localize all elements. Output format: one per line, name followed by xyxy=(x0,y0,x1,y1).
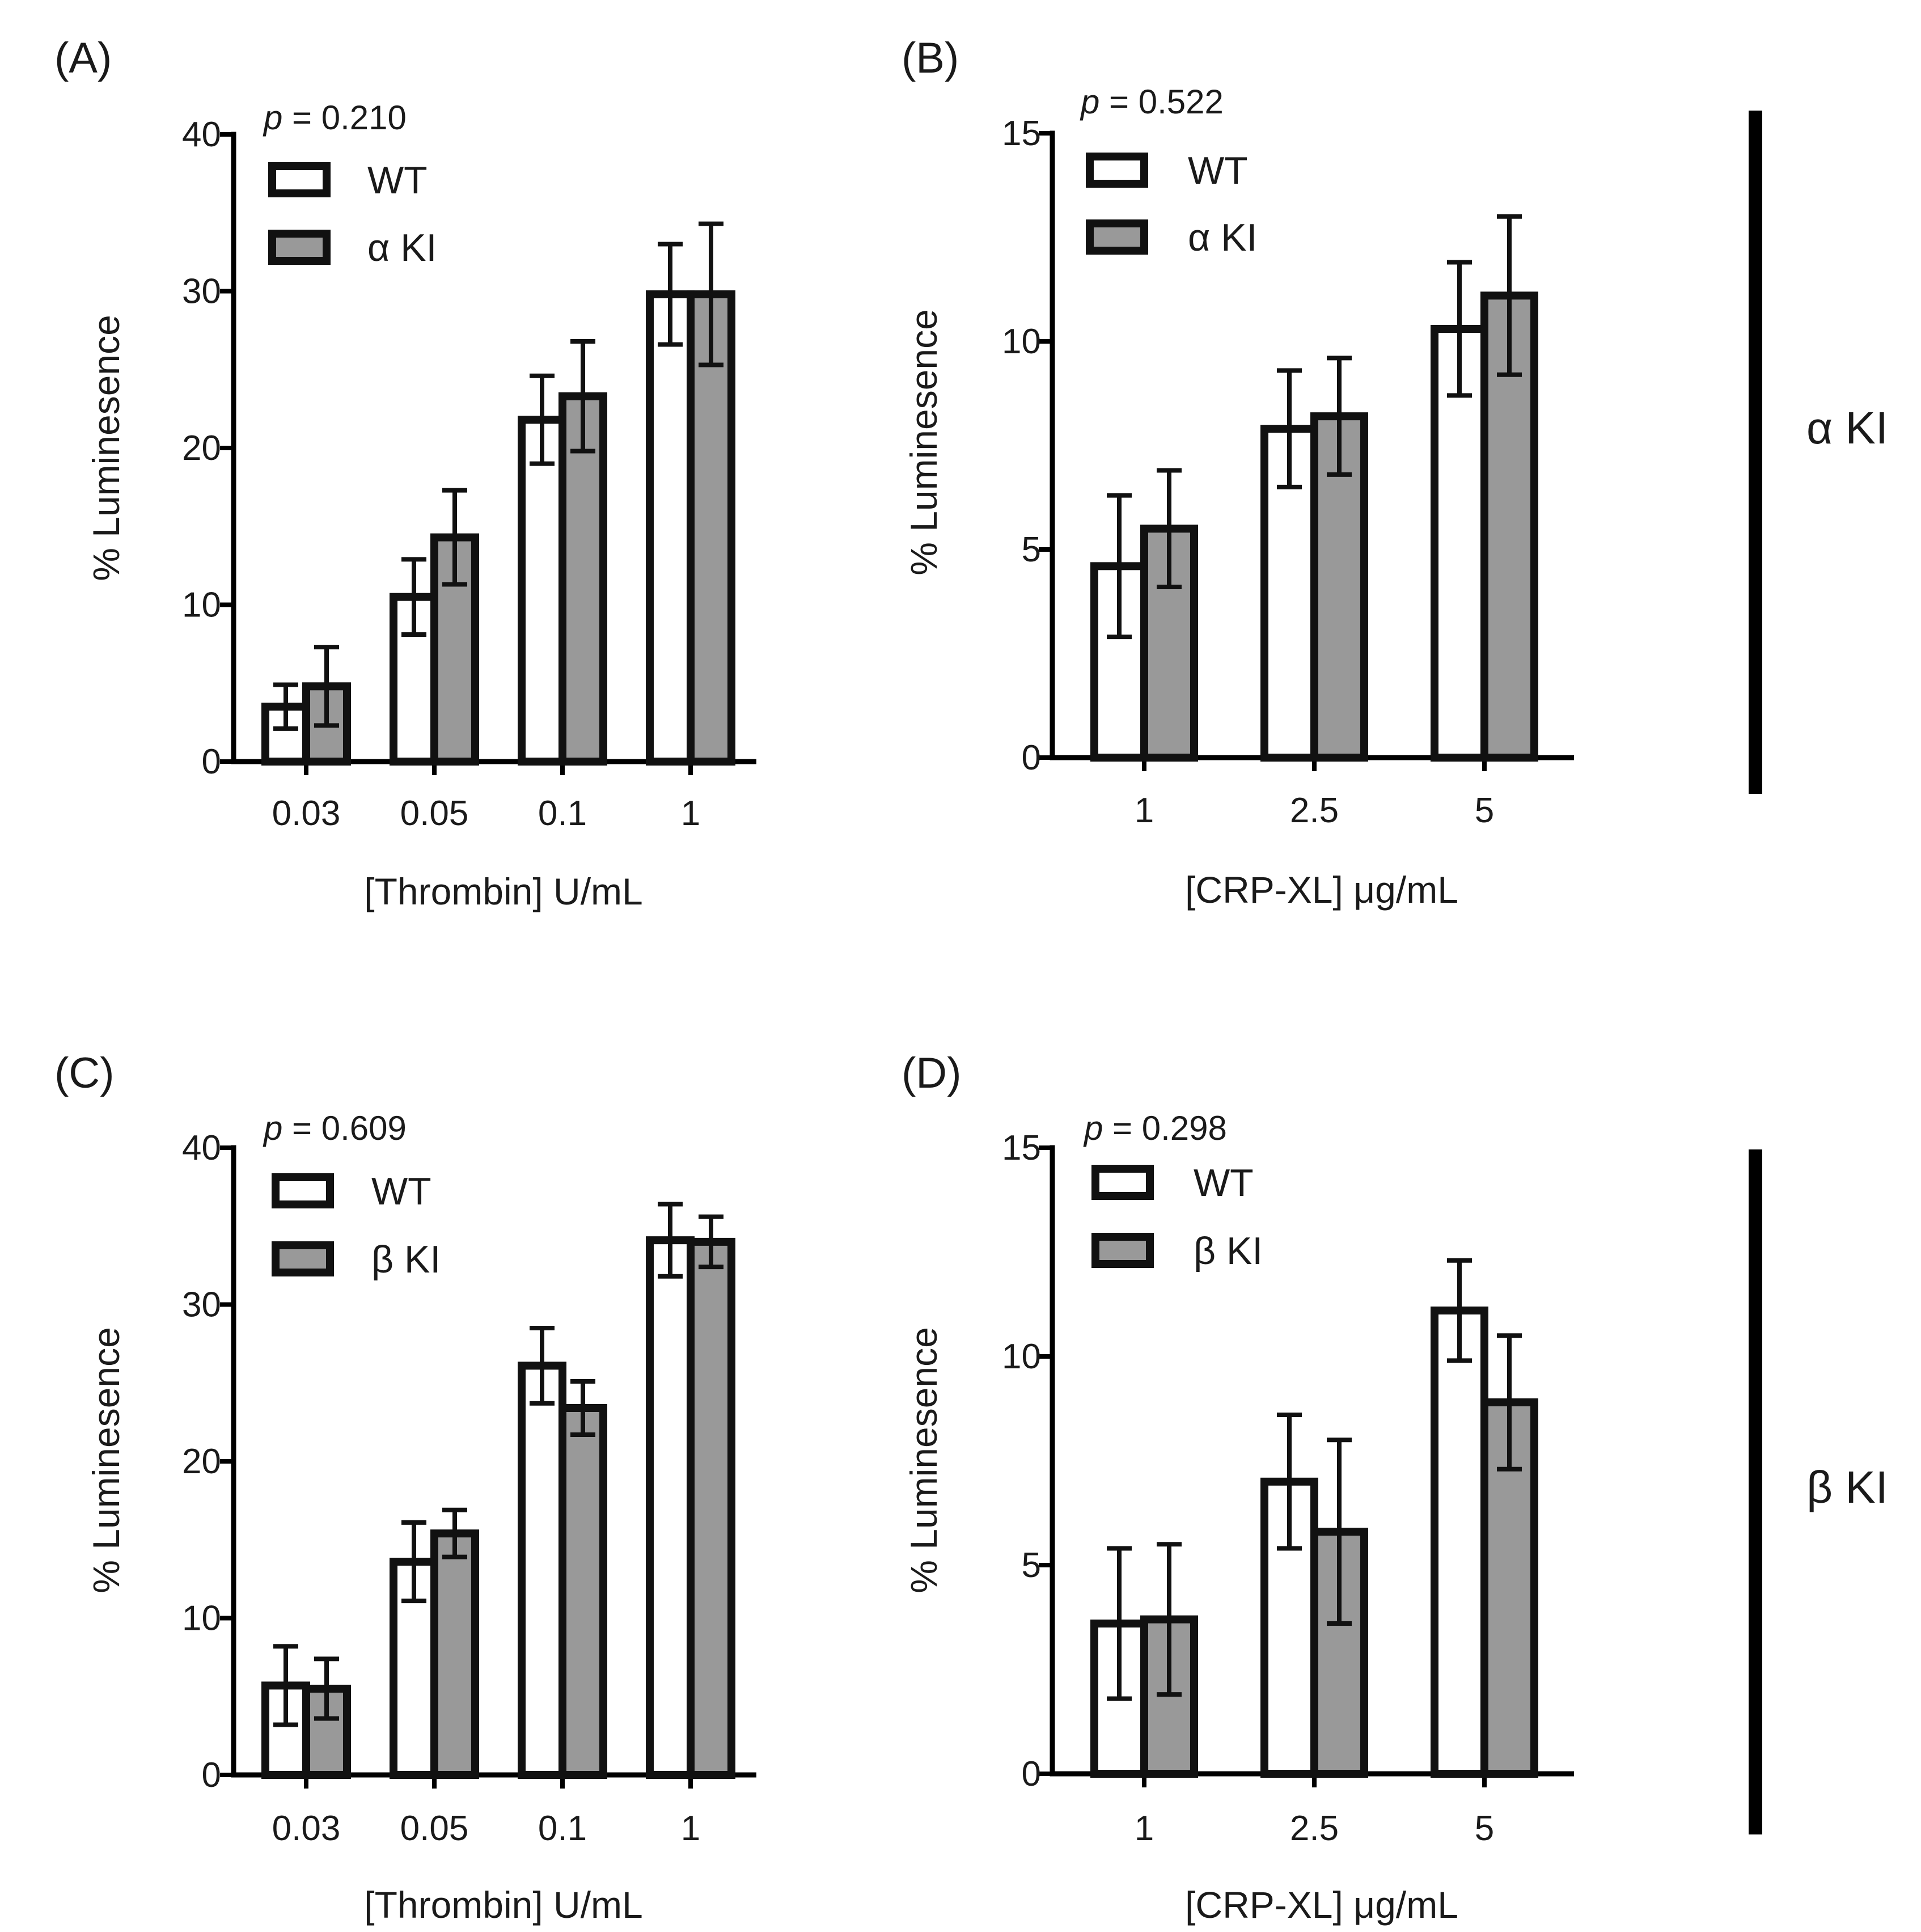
p-value-number: = 0.298 xyxy=(1103,1109,1227,1147)
y-tick-label: 10 xyxy=(182,1599,221,1638)
p-value-number: = 0.522 xyxy=(1099,83,1224,121)
x-tick-label: 0.03 xyxy=(272,794,341,833)
x-tick-label: 0.1 xyxy=(538,1809,587,1848)
x-tick-label: 0.05 xyxy=(400,794,469,833)
side-label-beta: β KI xyxy=(1806,1462,1888,1512)
y-tick-label: 5 xyxy=(1022,530,1041,569)
legend-label: WT xyxy=(367,159,428,202)
y-tick-label: 0 xyxy=(202,742,221,781)
legend-swatch-ki xyxy=(272,1241,334,1276)
x-axis-title: [CRP-XL] μg/mL xyxy=(1185,869,1458,911)
legend-swatch-wt xyxy=(1086,153,1148,188)
panel-label: (B) xyxy=(902,34,959,82)
y-tick-label: 0 xyxy=(1022,1755,1041,1794)
x-tick-label: 0.1 xyxy=(538,794,587,833)
y-tick-label: 40 xyxy=(182,1128,221,1168)
panel-label: (A) xyxy=(54,34,112,82)
x-tick-label: 1 xyxy=(1135,1809,1154,1848)
panel-d: (D) 0 5 10 15 % Luminesence 1 2.5 5 [CRP-XL] μg/m… xyxy=(902,1049,1574,1926)
p-value-symbol: p xyxy=(263,1109,282,1147)
bar-ki xyxy=(558,392,607,766)
side-label-alpha: α KI xyxy=(1806,403,1888,453)
panel-label: (D) xyxy=(902,1049,962,1097)
x-tick-label: 1 xyxy=(1135,791,1154,830)
group-bracket-alpha xyxy=(1749,111,1762,794)
y-tick-label: 20 xyxy=(182,429,221,468)
bar-ki xyxy=(1480,291,1538,762)
legend-label: α KI xyxy=(367,226,437,269)
legend-label: β KI xyxy=(1194,1229,1263,1273)
x-tick-label: 1 xyxy=(681,1809,700,1848)
y-axis-title: % Luminesence xyxy=(85,315,127,581)
x-axis-title: [CRP-XL] μg/mL xyxy=(1185,1884,1458,1926)
bar-wt xyxy=(518,1362,566,1779)
y-tick-label: 15 xyxy=(1002,1128,1041,1168)
panel-c: (C) 0 10 20 30 40 % Luminesence 0.03 0.05 0.1 1 [Th… xyxy=(54,1049,756,1926)
legend-swatch-wt xyxy=(268,162,331,197)
p-value-number: = 0.609 xyxy=(282,1109,407,1147)
x-tick-label: 0.05 xyxy=(400,1809,469,1848)
panel-label: (C) xyxy=(54,1049,115,1097)
legend-label: β KI xyxy=(371,1238,441,1281)
x-tick-label: 2.5 xyxy=(1290,1809,1339,1848)
p-value-text: p = 0.609 xyxy=(263,1109,407,1147)
legend-swatch-ki xyxy=(268,230,331,265)
y-axis-title: % Luminesence xyxy=(903,309,945,576)
bar-wt xyxy=(646,1236,695,1779)
legend-swatch-ki xyxy=(1086,219,1148,255)
y-axis-title: % Luminesence xyxy=(903,1327,945,1593)
y-tick-label: 10 xyxy=(182,586,221,625)
p-value-symbol: p xyxy=(1080,83,1099,121)
y-tick-label: 10 xyxy=(1002,322,1041,361)
y-tick-label: 0 xyxy=(1022,738,1041,777)
y-tick-label: 10 xyxy=(1002,1337,1041,1376)
legend-swatch-ki xyxy=(1091,1233,1154,1268)
panel-b: (B) 0 5 10 15 % Luminesence 1 2.5 5 [CRP-XL] μg/m… xyxy=(902,34,1574,911)
y-tick-label: 15 xyxy=(1002,114,1041,153)
group-bracket-beta xyxy=(1749,1149,1762,1834)
bar-wt xyxy=(518,416,566,766)
y-tick-label: 0 xyxy=(202,1756,221,1795)
x-tick-label: 0.03 xyxy=(272,1809,341,1848)
x-axis-title: [Thrombin] U/mL xyxy=(364,870,642,912)
p-value-text: p = 0.298 xyxy=(1083,1109,1227,1147)
bar-wt xyxy=(1431,1307,1488,1778)
p-value-number: = 0.210 xyxy=(282,99,407,137)
p-value-symbol: p xyxy=(1083,1109,1103,1147)
x-tick-label: 5 xyxy=(1475,1809,1494,1848)
bar-ki xyxy=(687,1237,735,1779)
p-value-text: p = 0.210 xyxy=(263,99,407,137)
legend-label: WT xyxy=(371,1170,431,1213)
p-value-symbol: p xyxy=(263,99,282,137)
p-value-text: p = 0.522 xyxy=(1080,83,1224,121)
y-tick-label: 40 xyxy=(182,115,221,154)
x-tick-label: 2.5 xyxy=(1290,791,1339,830)
y-tick-label: 30 xyxy=(182,272,221,311)
bar-ki xyxy=(558,1403,607,1779)
y-tick-label: 5 xyxy=(1022,1546,1041,1585)
y-axis-title: % Luminesence xyxy=(85,1327,127,1593)
legend-label: WT xyxy=(1194,1161,1254,1204)
legend-swatch-wt xyxy=(272,1173,334,1208)
x-tick-label: 1 xyxy=(681,794,700,833)
y-tick-label: 30 xyxy=(182,1286,221,1325)
y-tick-label: 20 xyxy=(182,1442,221,1481)
panel-a: (A) 0 10 20 30 40 % Luminesence 0.03 0.05 0.1 1 [Th… xyxy=(54,34,756,912)
x-tick-label: 5 xyxy=(1475,791,1494,830)
x-axis-title: [Thrombin] U/mL xyxy=(364,1884,642,1926)
legend-label: WT xyxy=(1188,149,1248,192)
legend-label: α KI xyxy=(1188,216,1257,259)
legend-swatch-wt xyxy=(1091,1165,1154,1200)
bar-ki xyxy=(430,1529,479,1779)
bar-wt xyxy=(646,290,695,766)
